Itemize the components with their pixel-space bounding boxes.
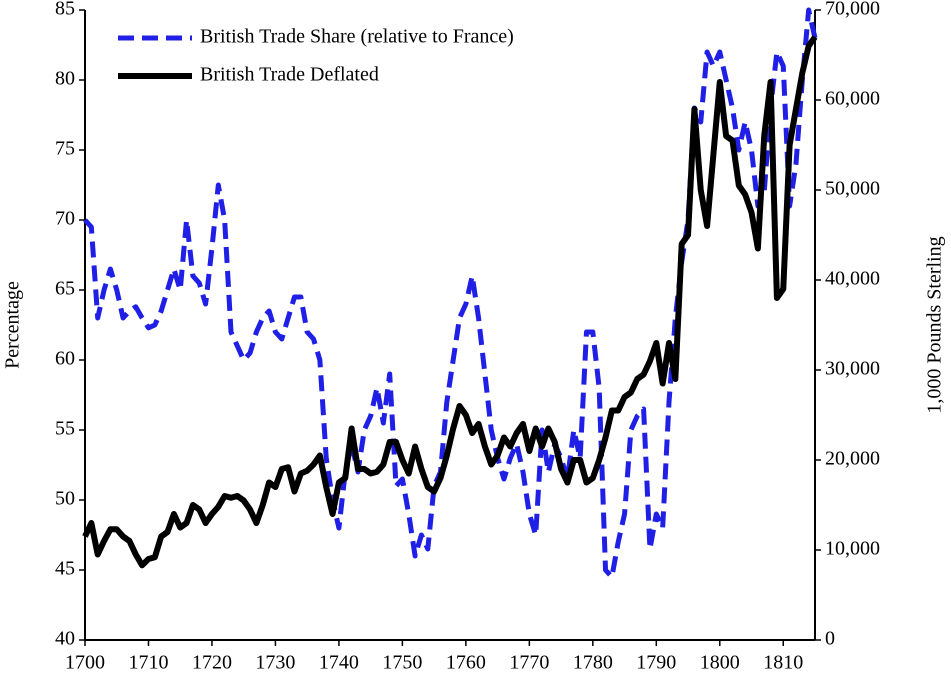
x-tick-label: 1810 bbox=[763, 652, 803, 674]
x-tick-label: 1770 bbox=[509, 652, 549, 674]
y2-tick-label: 10,000 bbox=[825, 538, 880, 560]
x-tick-label: 1780 bbox=[573, 652, 613, 674]
y-tick-label: 65 bbox=[55, 278, 75, 300]
y-tick-label: 55 bbox=[55, 418, 75, 440]
x-tick-label: 1710 bbox=[128, 652, 168, 674]
y2-tick-label: 30,000 bbox=[825, 358, 880, 380]
y2-axis-title: 1,000 Pounds Sterling bbox=[924, 236, 946, 413]
y2-tick-label: 50,000 bbox=[825, 178, 880, 200]
x-tick-label: 1700 bbox=[65, 652, 105, 674]
y-tick-label: 70 bbox=[55, 208, 75, 230]
y-tick-label: 45 bbox=[55, 558, 75, 580]
y-tick-label: 40 bbox=[55, 628, 75, 650]
y2-tick-label: 0 bbox=[825, 628, 835, 650]
x-tick-label: 1730 bbox=[255, 652, 295, 674]
y-tick-label: 60 bbox=[55, 348, 75, 370]
x-tick-label: 1800 bbox=[700, 652, 740, 674]
x-tick-label: 1720 bbox=[192, 652, 232, 674]
x-tick-label: 1750 bbox=[382, 652, 422, 674]
legend-label: British Trade Share (relative to France) bbox=[200, 26, 514, 48]
data-line bbox=[83, 7, 818, 580]
legend-label: British Trade Deflated bbox=[200, 64, 379, 86]
data-line bbox=[82, 35, 818, 569]
x-tick-label: 1760 bbox=[446, 652, 486, 674]
y2-tick-label: 70,000 bbox=[825, 0, 880, 20]
y2-tick-label: 60,000 bbox=[825, 88, 880, 110]
x-tick-label: 1740 bbox=[319, 652, 359, 674]
y2-tick-label: 40,000 bbox=[825, 268, 880, 290]
y-tick-label: 50 bbox=[55, 488, 75, 510]
y-tick-label: 75 bbox=[55, 138, 75, 160]
x-tick-label: 1790 bbox=[636, 652, 676, 674]
y-axis-title: Percentage bbox=[2, 281, 24, 369]
y2-tick-label: 20,000 bbox=[825, 448, 880, 470]
y-tick-label: 85 bbox=[55, 0, 75, 20]
y-tick-label: 80 bbox=[55, 68, 75, 90]
